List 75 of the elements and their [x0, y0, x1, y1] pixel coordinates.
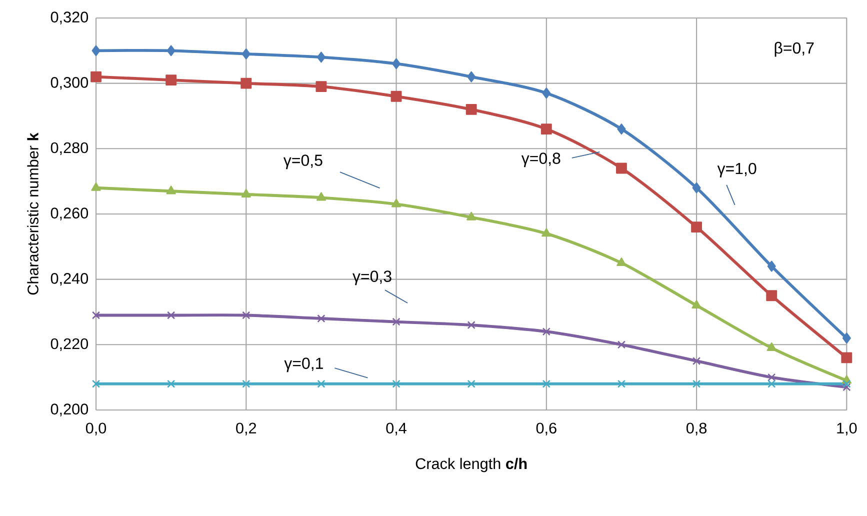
y-tick-label: 0,320 [50, 12, 88, 24]
point [692, 356, 701, 366]
point [90, 71, 102, 82]
point [842, 380, 851, 388]
point [242, 380, 250, 388]
point [390, 90, 402, 102]
point [392, 318, 400, 326]
point [542, 88, 551, 99]
y-tick-label: 0,280 [50, 142, 88, 155]
point [467, 71, 476, 82]
point [617, 380, 626, 388]
point [692, 182, 701, 194]
x-tick-label: 0,6 [536, 422, 556, 436]
point [466, 212, 476, 220]
point [467, 320, 476, 330]
point [768, 380, 776, 388]
x-tick-label: 0,4 [386, 422, 406, 436]
point [240, 78, 252, 89]
annotation: β=0,7 [774, 42, 814, 57]
point [540, 124, 552, 135]
point [692, 300, 702, 309]
point [542, 228, 552, 237]
point [317, 314, 326, 323]
point [166, 45, 176, 56]
point [616, 162, 627, 174]
point [317, 380, 326, 388]
point [242, 48, 250, 60]
point [392, 380, 400, 388]
point [542, 328, 550, 336]
y-axis-title: Characteristic number k [27, 132, 38, 295]
point [766, 342, 776, 351]
point [692, 380, 701, 388]
annotation: γ=0,8 [521, 152, 560, 168]
point [466, 104, 477, 115]
point [241, 188, 251, 198]
x-tick-label: 0,0 [86, 422, 106, 436]
point [92, 380, 100, 388]
point [166, 186, 176, 194]
point [616, 258, 626, 266]
y-tick-label: 0,300 [50, 76, 88, 90]
point [166, 74, 177, 86]
point [767, 260, 776, 272]
point [167, 380, 176, 388]
y-tick-label: 0,260 [50, 208, 88, 220]
annotation: γ=0,5 [283, 154, 322, 170]
point [841, 352, 852, 364]
point [91, 182, 101, 191]
point [617, 340, 626, 349]
annotation: γ=1,0 [717, 162, 756, 178]
point [391, 198, 402, 208]
x-tick-label: 0,8 [686, 422, 707, 436]
annotation: γ=0,3 [352, 270, 392, 286]
x-tick-label: 0,2 [236, 422, 256, 436]
point [316, 192, 326, 201]
point [92, 311, 100, 320]
point [316, 52, 326, 63]
point [842, 332, 851, 344]
point [768, 373, 776, 382]
point [392, 58, 401, 70]
point [617, 124, 626, 135]
point [691, 222, 702, 233]
point [766, 290, 778, 302]
point [316, 81, 327, 92]
x-axis-title: Crack length c/h [416, 458, 527, 472]
point [167, 311, 176, 320]
annotation: γ=0,1 [284, 358, 323, 372]
point [242, 311, 250, 320]
x-tick-label: 1,0 [837, 422, 857, 436]
y-tick-label: 0,200 [50, 404, 88, 416]
y-tick-label: 0,240 [50, 272, 88, 286]
point [842, 383, 851, 392]
point [467, 380, 476, 388]
point [542, 380, 550, 388]
y-tick-label: 0,220 [50, 338, 88, 351]
point [92, 45, 100, 56]
